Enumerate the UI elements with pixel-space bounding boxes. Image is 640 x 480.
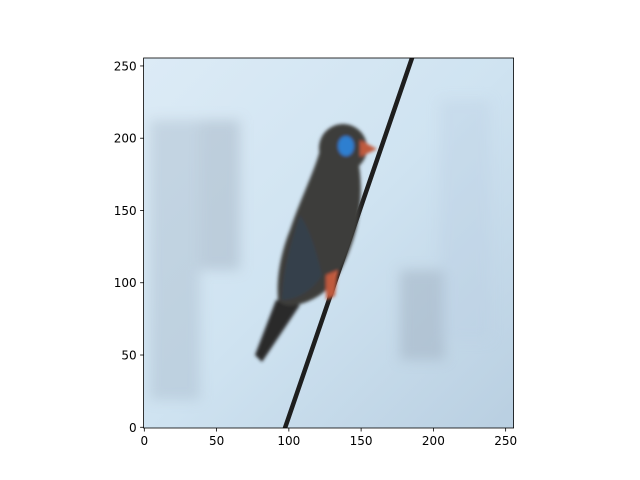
- x-tick-label: 0: [141, 434, 149, 448]
- bird: [255, 124, 377, 362]
- y-tick-label: 200: [114, 132, 137, 146]
- x-tick-label: 100: [277, 434, 300, 448]
- x-tick-label: 50: [209, 434, 224, 448]
- axes-frame: [143, 57, 515, 429]
- y-tick-label: 100: [114, 276, 137, 290]
- x-tick-label: 200: [422, 434, 445, 448]
- axes: 0 50 100 150 200 250 0 50 100 150 200 250: [114, 57, 517, 448]
- background-blur-shapes: [150, 100, 490, 400]
- y-tick-label: 0: [129, 421, 137, 435]
- y-tick-label: 150: [114, 204, 137, 218]
- y-tick-label: 250: [114, 59, 137, 73]
- image: [143, 58, 514, 428]
- x-tick-label: 250: [494, 434, 517, 448]
- x-tick-label: 150: [350, 434, 373, 448]
- eye-patch: [338, 136, 354, 156]
- beak: [360, 140, 377, 157]
- y-tick-label: 50: [121, 349, 136, 363]
